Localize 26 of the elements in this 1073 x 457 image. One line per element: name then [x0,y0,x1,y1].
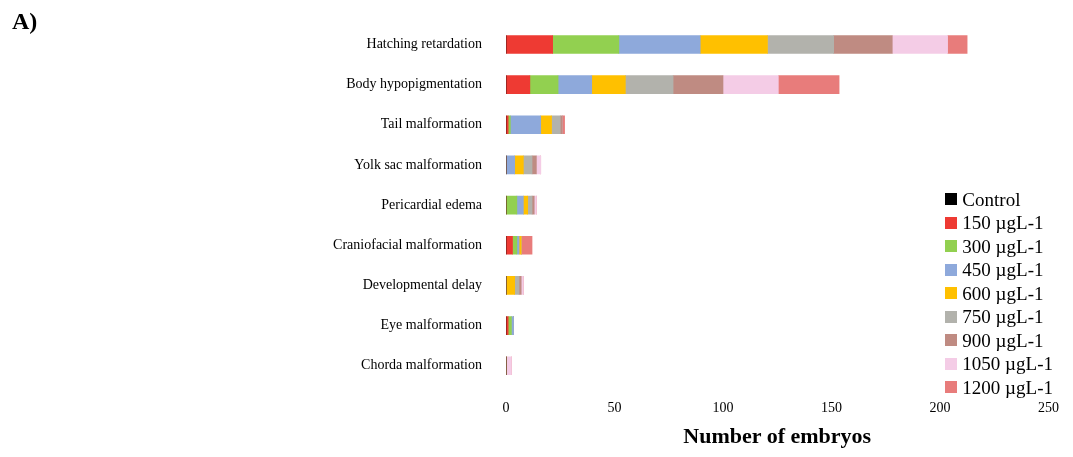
x-tick-label: 200 [929,399,951,415]
legend-label: 300 µgL-1 [962,234,1044,258]
legend-label: 1200 µgL-1 [962,375,1053,399]
y-tick-label: Yolk sac malformation [354,156,482,172]
x-tick-label: 250 [1038,399,1059,415]
y-tick-label: Pericardial edema [381,196,483,212]
x-tick-label: 50 [607,399,622,415]
y-tick-label: Body hypopigmentation [346,76,482,92]
legend-label: Control [962,187,1021,211]
y-tick-label: Developmental delay [362,277,482,293]
legend-label: 450 µgL-1 [962,258,1044,282]
y-tick-label: Craniofacial malformation [333,236,482,252]
x-tick-label: 100 [712,399,734,415]
legend-label: 750 µgL-1 [962,305,1044,329]
text: A) [12,8,38,35]
legend-label: 150 µgL-1 [962,211,1044,235]
legend-label: 900 µgL-1 [962,328,1044,352]
y-tick-label: Hatching retardation [366,36,482,52]
legend-label: 600 µgL-1 [962,281,1044,305]
y-tick-label: Tail malformation [380,116,482,132]
x-tick-label: 150 [821,399,842,415]
x-axis-title: Number of embryos [683,423,872,449]
y-tick-label: Eye malformation [380,317,482,333]
y-tick-label: Chorda malformation [361,357,482,373]
legend-label: 1050 µgL-1 [962,352,1053,376]
x-tick-label: 0 [502,399,510,415]
